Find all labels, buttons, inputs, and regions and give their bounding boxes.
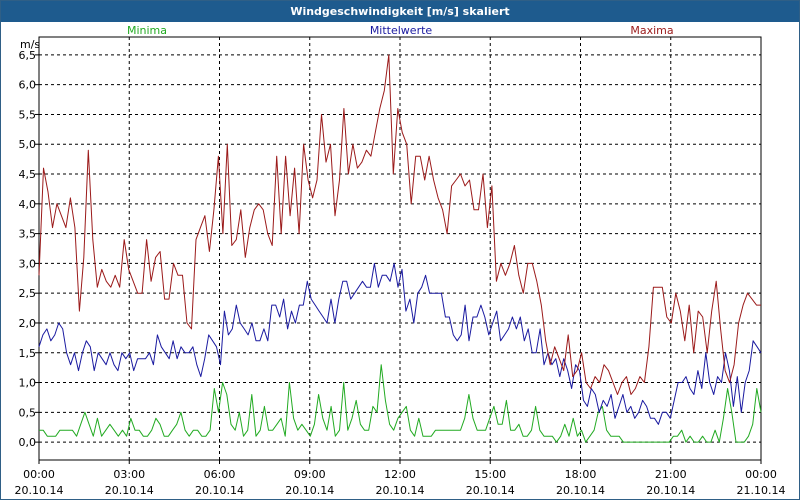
series-line-minima — [39, 364, 762, 443]
legend-mittelwerte: Mittelwerte — [370, 24, 433, 37]
legend-minima: Minima — [127, 24, 167, 37]
y-tick-label: 6,5 — [19, 49, 37, 62]
y-tick-label: 1,0 — [19, 377, 37, 390]
y-tick-label: 2,5 — [19, 287, 37, 300]
x-tick-time-label: 15:00 — [474, 468, 506, 481]
x-tick-time-label: 00:00 — [745, 468, 777, 481]
legend: Minima Mittelwerte Maxima — [127, 24, 674, 37]
y-tick-label: 6,0 — [19, 79, 37, 92]
y-tick-label: 5,0 — [19, 138, 37, 151]
x-tick-time-label: 03:00 — [113, 468, 145, 481]
y-tick-label: 1,5 — [19, 347, 37, 360]
y-tick-label: 3,0 — [19, 257, 37, 270]
x-tick-date-label: 20.10.14 — [646, 484, 695, 497]
series-line-mittelwerte — [38, 262, 762, 425]
x-tick-time-label: 12:00 — [384, 468, 416, 481]
y-tick-label: 4,0 — [19, 198, 37, 211]
x-tick-date-label: 20.10.14 — [105, 484, 154, 497]
y-tick-label: 5,5 — [19, 108, 37, 121]
x-tick-date-label: 20.10.14 — [376, 484, 425, 497]
x-tick-time-label: 09:00 — [294, 468, 326, 481]
x-tick-date-label: 20.10.14 — [466, 484, 515, 497]
x-tick-time-label: 06:00 — [204, 468, 236, 481]
series-line-maxima — [38, 54, 761, 395]
window-title: Windgeschwindigkeit [m/s] skaliert — [1, 1, 799, 22]
x-tick-date-label: 20.10.14 — [556, 484, 605, 497]
x-tick-time-label: 00:00 — [23, 468, 55, 481]
x-tick-time-label: 18:00 — [565, 468, 597, 481]
x-tick-date-label: 20.10.14 — [285, 484, 334, 497]
legend-maxima: Maxima — [630, 24, 673, 37]
y-tick-label: 2,0 — [19, 317, 37, 330]
y-tick-label: 0,0 — [19, 436, 37, 449]
y-tick-label: 4,5 — [19, 168, 37, 181]
x-tick-date-label: 20.10.14 — [15, 484, 64, 497]
x-tick-date-label: 20.10.14 — [195, 484, 244, 497]
x-axis: 00:00 20.10.14 03:00 20.10.14 06:00 20.10.14 0… — [15, 460, 786, 497]
x-tick-date-label: 21.10.14 — [737, 484, 786, 497]
series-lines — [38, 54, 762, 443]
y-axis: m/s 0,0 0,5 1,0 1,5 2,0 2,5 3,0 3,5 4,0 4,5 5,0 5,5… — [19, 38, 41, 449]
x-tick-time-label: 21:00 — [655, 468, 687, 481]
y-tick-label: 0,5 — [19, 406, 37, 419]
y-tick-label: 3,5 — [19, 228, 37, 241]
y-axis-unit-label: m/s — [20, 38, 40, 51]
